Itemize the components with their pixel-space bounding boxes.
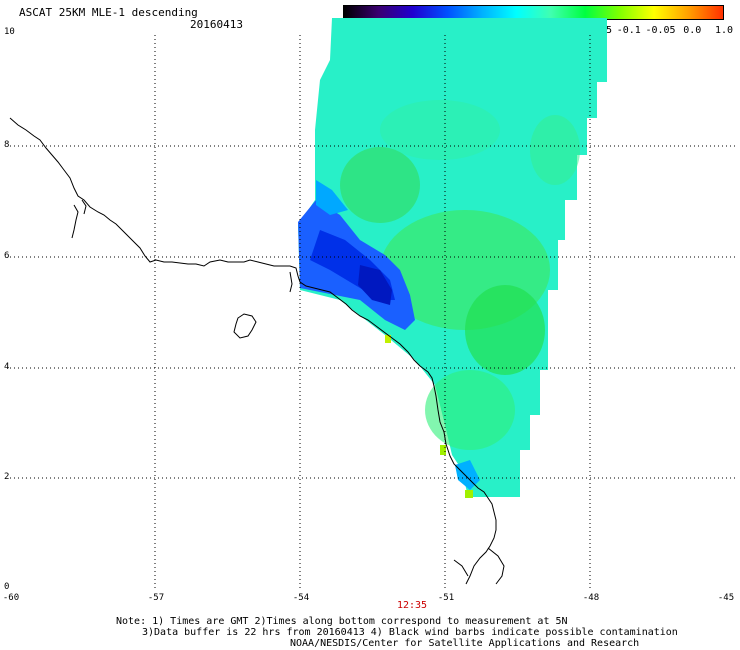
time-marker: 12:35 (396, 600, 428, 611)
map-date: 20160413 (190, 18, 243, 31)
colorbar-tick-label: -0.05 (645, 25, 676, 36)
wind-swath (298, 18, 607, 498)
lat-label: 10 (4, 27, 15, 37)
coastline (9, 117, 505, 585)
colorbar-tick-label: -0.1 (616, 25, 641, 36)
lon-label: -60 (2, 593, 20, 603)
lon-label: -54 (292, 593, 310, 603)
note-line-3: NOAA/NESDIS/Center for Satellite Applica… (290, 638, 640, 649)
lat-label: 2 (4, 472, 10, 482)
lon-label: -48 (582, 593, 600, 603)
colorbar-tick-label: 0.0 (683, 25, 702, 36)
lat-label: 0 (4, 582, 10, 592)
colorbar-tick-label: 1.0 (714, 25, 734, 36)
lat-lon-grid (10, 35, 735, 588)
lon-label: -57 (147, 593, 165, 603)
lat-label: 6 (4, 251, 10, 261)
lon-label: -51 (437, 593, 455, 603)
lon-label: -45 (717, 593, 735, 603)
note-line-2: 3)Data buffer is 22 hrs from 20160413 4)… (142, 627, 678, 638)
note-line-1: Note: 1) Times are GMT 2)Times along bot… (116, 616, 568, 627)
lat-label: 8 (4, 140, 10, 150)
map-title: ASCAT 25KM MLE-1 descending (19, 6, 198, 19)
lat-label: 4 (4, 362, 10, 372)
